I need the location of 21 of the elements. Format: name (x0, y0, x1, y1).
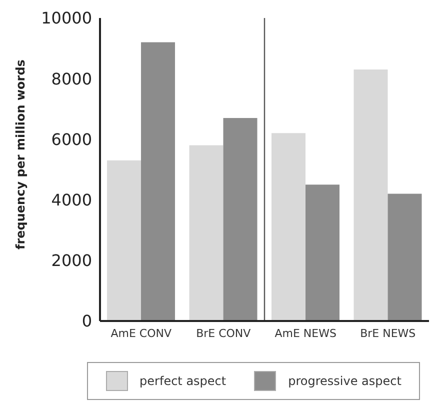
legend-label: progressive aspect (287, 373, 402, 390)
y-tick-label: 10000 (41, 8, 92, 28)
bar (141, 42, 175, 321)
bar (388, 194, 422, 321)
bar (223, 118, 258, 321)
x-tick-label: AmE CONV (110, 326, 172, 340)
y-tick-label: 0 (82, 312, 92, 331)
bar (306, 184, 340, 321)
y-tick-label: 2000 (51, 251, 92, 270)
legend-label: perfect aspect (138, 373, 226, 390)
bar (272, 133, 306, 321)
y-tick-label: 4000 (51, 190, 92, 210)
x-tick-label: BrE NEWS (360, 326, 416, 340)
y-tick-label: 8000 (51, 69, 92, 88)
bar (189, 145, 224, 321)
x-tick-label: BrE CONV (196, 326, 252, 340)
x-tick-label: AmE NEWS (274, 326, 336, 340)
bar (354, 70, 388, 321)
y-tick-label: 6000 (51, 130, 92, 149)
bar (107, 160, 141, 321)
y-axis-title: frequency per million words (13, 60, 28, 250)
